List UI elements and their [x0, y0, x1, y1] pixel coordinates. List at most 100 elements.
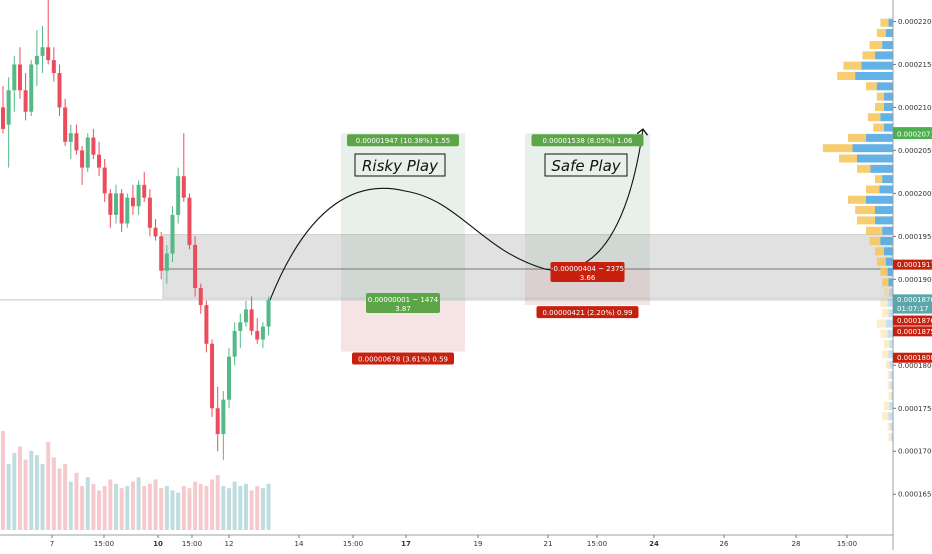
- volume-bar: [232, 481, 237, 530]
- candle-body: [176, 176, 181, 215]
- entry-label-1-bg: [366, 292, 440, 313]
- candle-body: [6, 90, 11, 125]
- profile-row-yellow: [867, 113, 881, 122]
- profile-row-yellow: [862, 51, 875, 60]
- volume-bar: [243, 483, 248, 530]
- volume-bar: [34, 455, 39, 530]
- profile-row-blue: [880, 113, 893, 122]
- target-label-1-bg: [347, 134, 459, 147]
- time-tick-label: 14: [295, 540, 304, 548]
- volume-bar: [210, 479, 215, 530]
- profile-row-blue: [876, 82, 893, 91]
- candle-body: [97, 154, 102, 168]
- profile-row-blue: [875, 206, 893, 215]
- profile-row-yellow: [882, 350, 889, 359]
- price-axis-bg: [893, 0, 932, 550]
- profile-row-blue: [857, 154, 893, 163]
- profile-row-blue: [888, 278, 893, 287]
- profile-row-yellow: [873, 123, 884, 132]
- volume-bar: [159, 488, 164, 530]
- profile-row-blue: [887, 267, 893, 276]
- candle-body: [119, 193, 124, 224]
- profile-row-blue: [882, 41, 893, 50]
- profile-row-blue: [866, 133, 893, 142]
- profile-row-blue: [884, 123, 893, 132]
- time-tick-label: 15:00: [587, 540, 607, 548]
- volume-bar: [142, 486, 147, 530]
- volume-bar: [17, 446, 22, 530]
- price-tag-bg: [893, 294, 932, 305]
- candle-body: [164, 253, 169, 271]
- profile-row-blue: [888, 412, 893, 421]
- profile-row-yellow: [822, 144, 853, 153]
- profile-row-blue: [889, 402, 893, 411]
- time-tick-label: 15:00: [182, 540, 202, 548]
- entry-label-1-text: 3.87: [395, 305, 411, 313]
- profile-row-yellow: [866, 82, 877, 91]
- profile-row-yellow: [848, 195, 866, 204]
- price-tag-bg: [893, 259, 932, 270]
- volume-bar: [215, 475, 220, 530]
- profile-row-blue: [888, 350, 893, 359]
- volume-bar: [181, 486, 186, 530]
- candle-body: [142, 184, 147, 198]
- volume-bar: [187, 488, 192, 530]
- candle-body: [260, 326, 265, 340]
- price-tag-bg: [893, 326, 932, 337]
- volume-bar: [238, 486, 243, 530]
- trade-path-curve: [269, 129, 643, 301]
- volume-bar: [164, 486, 169, 530]
- volume-bar: [63, 464, 68, 530]
- candle-body: [17, 64, 22, 91]
- profile-row-yellow: [875, 247, 884, 256]
- target-label-1-text: 0.00001947 (10.38%) 1.55: [356, 137, 451, 145]
- profile-row-blue: [884, 92, 893, 101]
- profit-zone-2: [525, 133, 650, 270]
- time-tick-label: 7: [50, 540, 54, 548]
- volume-bar: [147, 483, 152, 530]
- volume-bar: [23, 459, 28, 530]
- profile-row-blue: [882, 175, 893, 184]
- price-tick-label: 0.00021000: [898, 104, 932, 112]
- candle-body: [181, 176, 186, 198]
- profile-row-blue: [884, 247, 893, 256]
- profile-row-yellow: [882, 309, 889, 318]
- candle-body: [243, 309, 248, 323]
- profile-row-yellow: [887, 422, 891, 431]
- candle-body: [227, 356, 231, 400]
- profile-row-yellow: [875, 175, 883, 184]
- profile-row-yellow: [866, 226, 883, 235]
- profile-row-yellow: [884, 288, 890, 297]
- volume-bar: [255, 486, 260, 530]
- profile-row-blue: [890, 381, 893, 390]
- volume-bar: [221, 486, 226, 530]
- volume-bar: [136, 477, 141, 530]
- candle-body: [74, 133, 79, 151]
- profile-row-yellow: [843, 61, 862, 70]
- price-tag-text: 01:07:17: [897, 305, 928, 313]
- profile-row-blue: [889, 360, 893, 369]
- play-name-box-1: [354, 153, 446, 177]
- price-tag-text: 0.00018750: [897, 328, 932, 336]
- stop-label-1-bg: [352, 352, 454, 365]
- candle-body: [159, 236, 164, 271]
- profile-row-blue: [884, 102, 893, 111]
- profile-row-yellow: [855, 206, 875, 215]
- profile-row-yellow: [857, 216, 875, 225]
- profile-row-blue: [890, 422, 893, 431]
- time-tick-label: 19: [474, 540, 483, 548]
- profile-row-blue: [852, 144, 893, 153]
- profile-row-yellow: [882, 278, 889, 287]
- candle-body: [68, 133, 73, 142]
- volume-bar: [1, 431, 5, 530]
- volume-bar: [97, 490, 102, 530]
- profile-row-blue: [889, 288, 893, 297]
- trade-path: [269, 129, 643, 301]
- candle-body: [1, 107, 5, 129]
- trade-labels: 0.00001947 (10.38%) 1.55 0.00000001 ~ 147…: [347, 134, 644, 365]
- profile-row-yellow: [880, 267, 888, 276]
- profile-row-blue: [889, 340, 893, 349]
- profile-row-blue: [875, 51, 893, 60]
